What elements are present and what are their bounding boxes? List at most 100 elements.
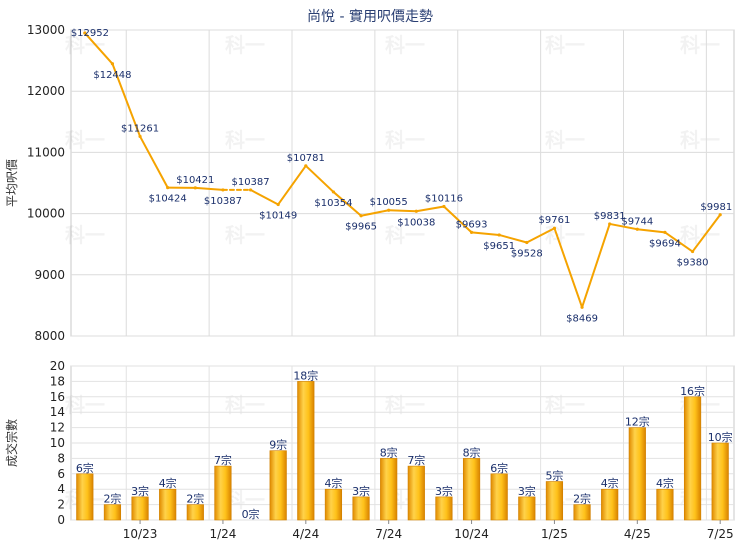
- volume-data-label: 3宗: [435, 484, 453, 498]
- volume-y-tick-label: 2: [57, 498, 65, 512]
- price-point: [304, 164, 307, 167]
- volume-bar: [270, 451, 287, 520]
- watermark-text: 科一: [545, 223, 585, 247]
- price-data-label: $12952: [71, 28, 109, 39]
- price-data-label: $9380: [677, 258, 709, 269]
- chart-title: 尚悅 - 實用呎價走勢: [307, 8, 433, 25]
- volume-bar: [325, 489, 342, 520]
- volume-bar: [436, 497, 453, 520]
- price-data-label: $10038: [397, 217, 435, 228]
- price-point: [470, 231, 473, 234]
- price-data-label: $8469: [566, 313, 598, 324]
- volume-bar: [215, 466, 232, 520]
- volume-bar: [546, 482, 563, 521]
- price-data-label: $9965: [345, 222, 377, 233]
- price-y-tick-label: 8000: [34, 329, 65, 343]
- price-data-label: $10055: [370, 197, 408, 208]
- volume-data-label: 7宗: [214, 453, 232, 467]
- price-point: [719, 213, 722, 216]
- price-point: [221, 188, 224, 191]
- price-data-label: $10149: [259, 210, 297, 221]
- price-point: [691, 250, 694, 253]
- volume-bar: [712, 443, 729, 520]
- volume-data-label: 4宗: [324, 476, 342, 490]
- volume-bar: [159, 489, 176, 520]
- watermark-text: 科一: [65, 223, 105, 247]
- watermark-text: 科一: [680, 128, 720, 152]
- price-point: [166, 186, 169, 189]
- volume-y-tick-label: 8: [57, 451, 65, 465]
- price-y-axis-label: 平均呎價: [5, 159, 19, 207]
- volume-bar: [77, 474, 94, 520]
- price-y-tick-label: 9000: [34, 268, 65, 282]
- volume-y-tick-label: 20: [50, 359, 65, 373]
- volume-bar: [408, 466, 425, 520]
- price-data-label: $12448: [93, 70, 131, 81]
- price-point: [553, 227, 556, 230]
- volume-data-label: 4宗: [656, 476, 674, 490]
- volume-data-label: 2宗: [103, 492, 121, 506]
- volume-data-label: 5宗: [545, 469, 563, 483]
- volume-bar: [657, 489, 674, 520]
- price-point: [442, 205, 445, 208]
- x-tick-label: 7/25: [707, 527, 734, 541]
- volume-bar: [104, 505, 121, 520]
- price-point: [415, 210, 418, 213]
- volume-data-label: 6宗: [490, 461, 508, 475]
- watermark-text: 科一: [545, 128, 585, 152]
- watermark-text: 科一: [385, 33, 425, 57]
- price-y-tick-label: 12000: [27, 84, 65, 98]
- volume-data-label: 12宗: [625, 415, 650, 429]
- price-line-segment: [389, 210, 417, 211]
- volume-data-label: 2宗: [186, 492, 204, 506]
- price-point: [636, 228, 639, 231]
- price-data-label: $10116: [425, 194, 463, 205]
- price-point: [194, 186, 197, 189]
- volume-data-label: 4宗: [601, 476, 619, 490]
- volume-bar: [463, 458, 480, 520]
- volume-data-label: 4宗: [159, 476, 177, 490]
- volume-y-tick-label: 6: [57, 467, 65, 481]
- watermark-text: 科一: [545, 33, 585, 57]
- price-data-label: $10387: [204, 196, 242, 207]
- price-point: [525, 241, 528, 244]
- watermark-text: 科一: [225, 223, 265, 247]
- watermark-text: 科一: [225, 128, 265, 152]
- volume-data-label: 3宗: [131, 484, 149, 498]
- price-data-label: $10354: [314, 198, 352, 209]
- price-data-label: $9744: [621, 216, 653, 227]
- volume-bar: [491, 474, 508, 520]
- volume-y-axis-label: 成交宗數: [4, 419, 19, 467]
- volume-y-tick-label: 10: [50, 436, 65, 450]
- watermark-text: 科一: [680, 223, 720, 247]
- volume-bar: [380, 458, 397, 520]
- price-point: [332, 190, 335, 193]
- volume-bar: [684, 397, 701, 520]
- price-plot: 科一科一科一科一科一科一科一科一科一科一科一科一科一科一科一 800090001…: [5, 23, 734, 343]
- price-point: [277, 203, 280, 206]
- volume-bar: [187, 505, 204, 520]
- volume-y-tick-label: 16: [50, 390, 65, 404]
- price-y-tick-label: 13000: [27, 23, 65, 37]
- x-tick-label: 7/24: [375, 527, 402, 541]
- price-data-label: $9761: [539, 215, 571, 226]
- volume-y-tick-label: 18: [50, 374, 65, 388]
- volume-y-tick-label: 0: [57, 513, 65, 527]
- price-point: [608, 222, 611, 225]
- volume-data-label: 16宗: [680, 384, 705, 398]
- price-data-label: $10424: [149, 194, 187, 205]
- price-data-label: $9528: [511, 248, 543, 259]
- volume-bar: [629, 428, 646, 520]
- volume-bar: [601, 489, 618, 520]
- volume-bar: [353, 497, 370, 520]
- watermark-text: 科一: [65, 128, 105, 152]
- volume-data-label: 7宗: [407, 453, 425, 467]
- volume-data-label: 0宗: [242, 507, 260, 521]
- price-data-label: $10781: [287, 153, 325, 164]
- volume-data-label: 9宗: [269, 438, 287, 452]
- price-point: [387, 209, 390, 212]
